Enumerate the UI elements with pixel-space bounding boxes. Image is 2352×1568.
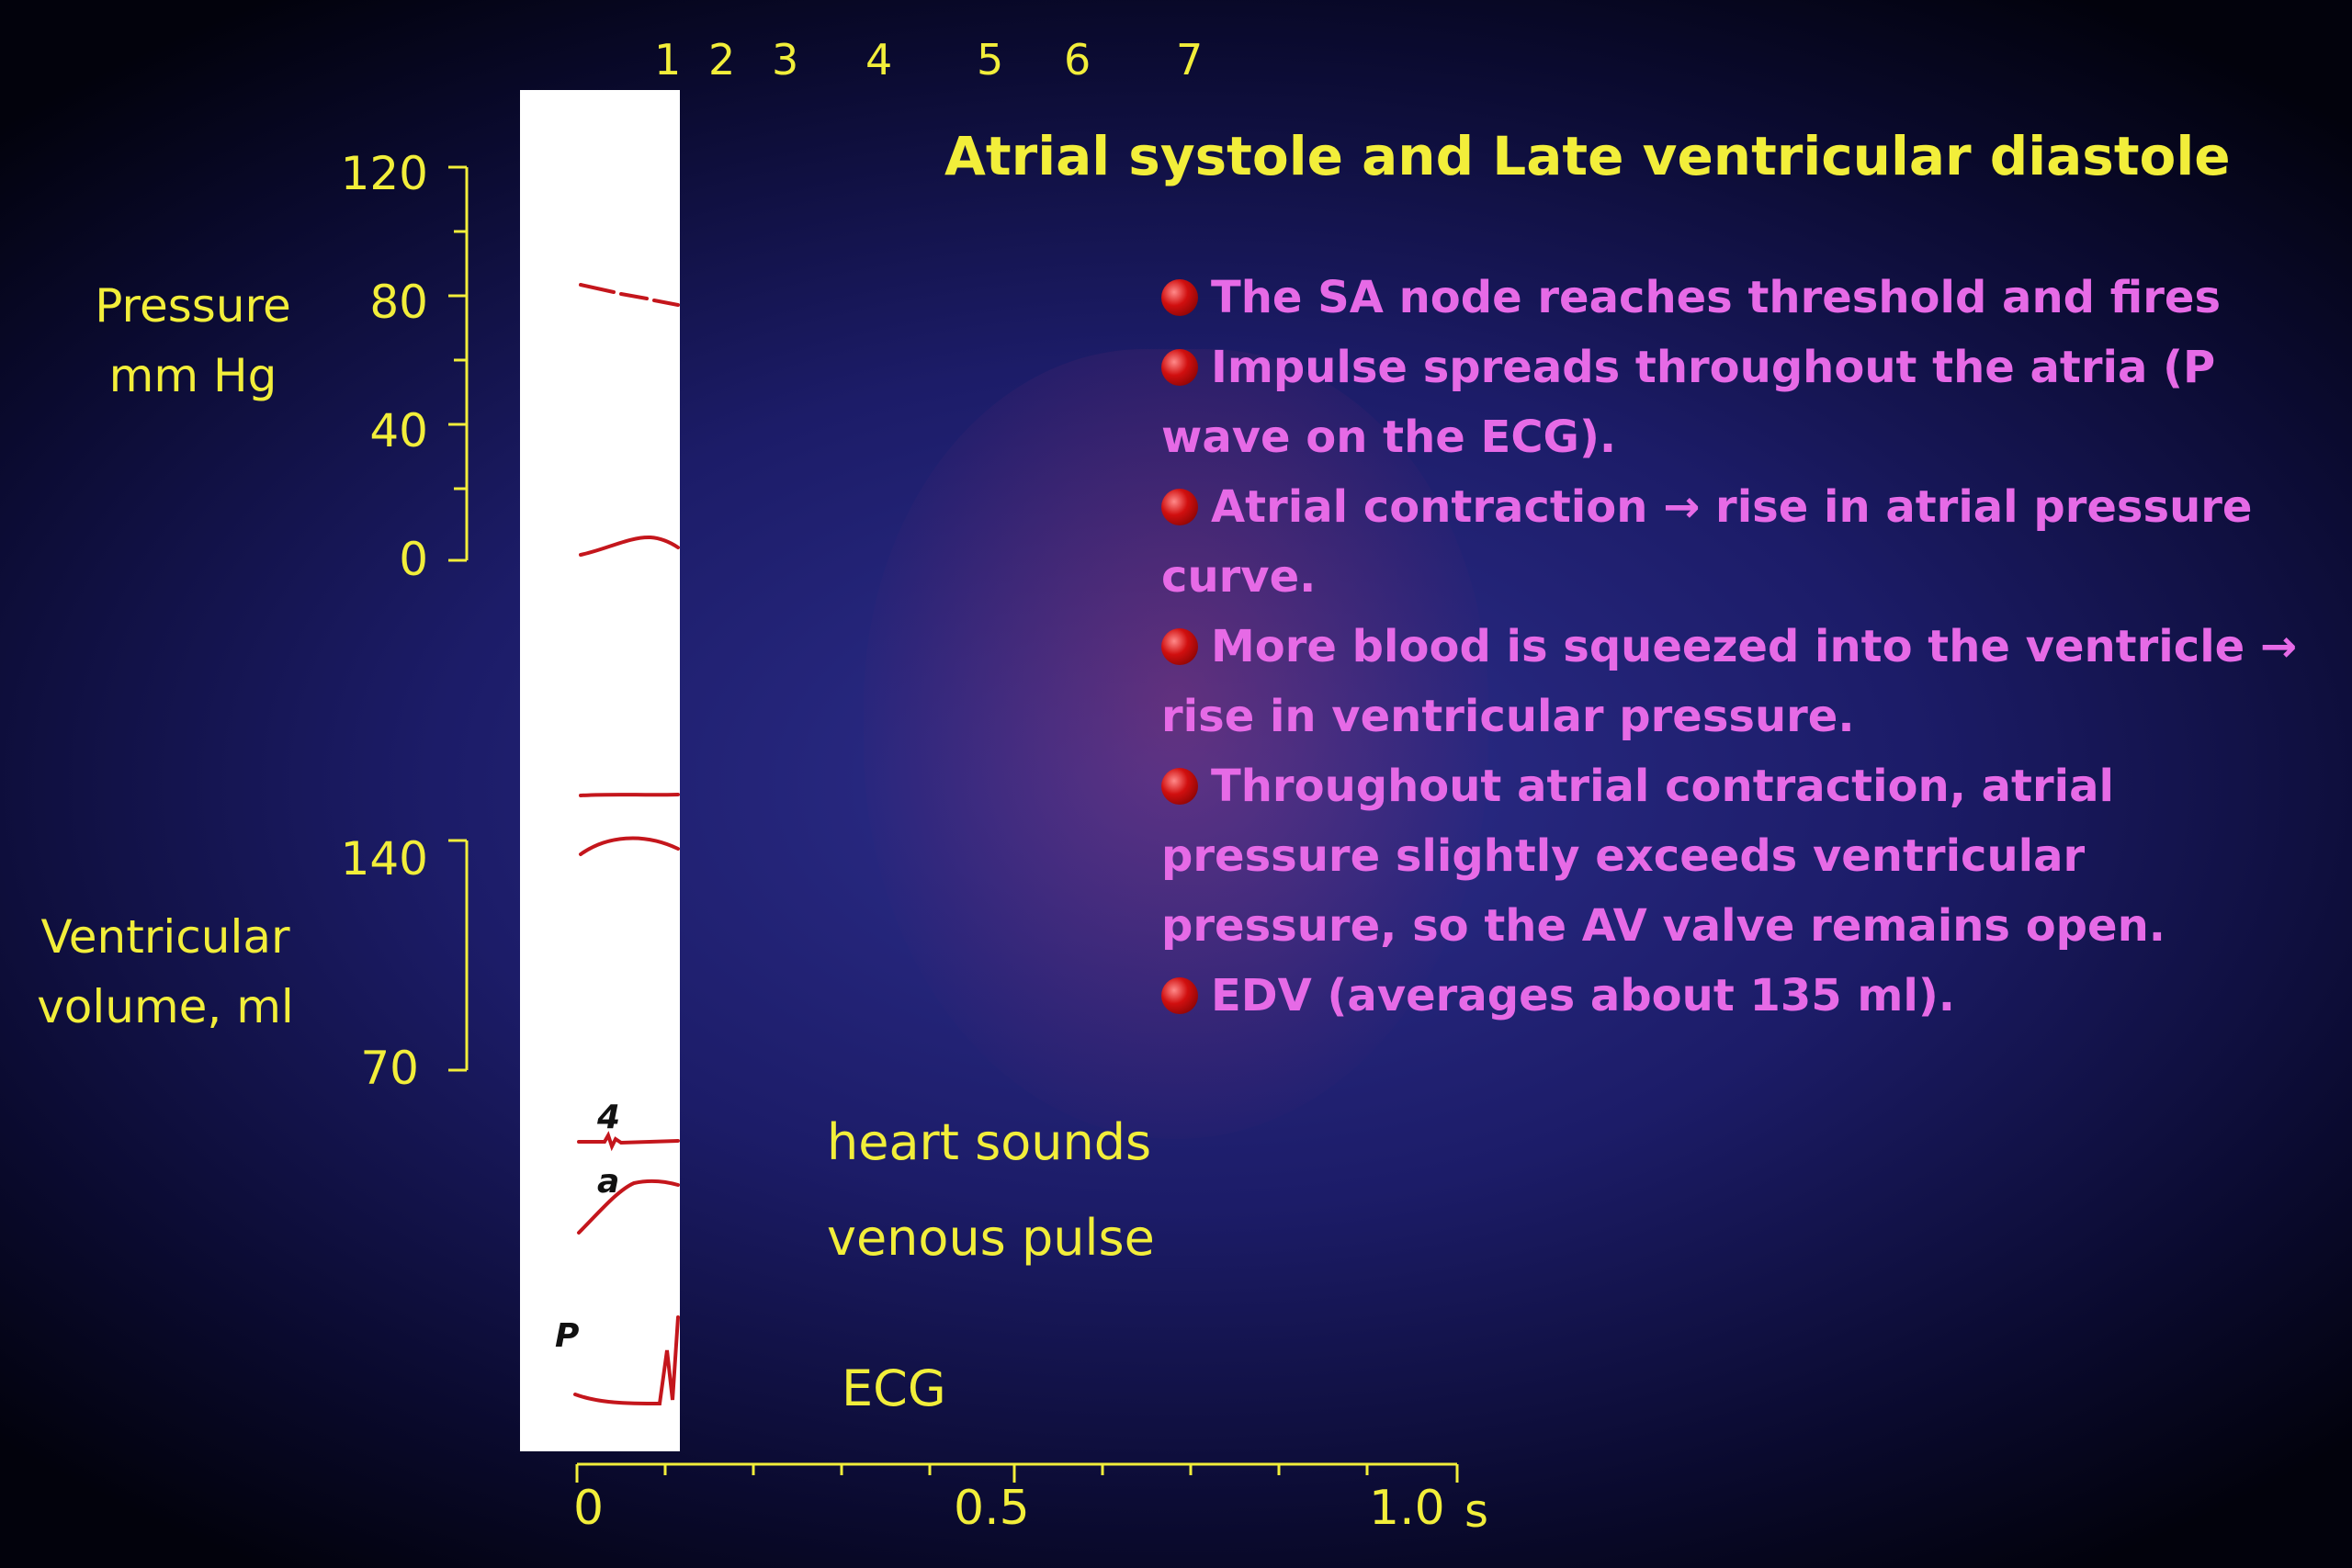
time-tick-1-0: 1.0 xyxy=(1369,1481,1445,1536)
venous-a-letter: a xyxy=(597,1163,620,1201)
phase-number-2: 2 xyxy=(708,35,736,85)
volume-tick-70: 70 xyxy=(360,1042,419,1095)
time-tick-0: 0 xyxy=(573,1481,605,1536)
pressure-axis-label-line2: mm Hg xyxy=(108,349,277,402)
phase-number-1: 1 xyxy=(654,35,682,85)
volume-tick-140: 140 xyxy=(340,832,428,886)
pressure-axis xyxy=(448,165,469,562)
red-bullet-icon xyxy=(1161,628,1198,665)
volume-axis-label: Ventricular volume, ml xyxy=(28,902,303,1042)
slide-title: Atrial systole and Late ventricular dias… xyxy=(944,125,2231,187)
volume-axis-label-line1: Ventricular xyxy=(40,910,290,964)
bullet-item: More blood is squeezed into the ventricl… xyxy=(1161,612,2301,751)
ecg-label: ECG xyxy=(842,1359,946,1417)
phase-number-5: 5 xyxy=(977,35,1004,85)
venous-pulse-trace xyxy=(577,1179,680,1235)
bullet-item: EDV (averages about 135 ml). xyxy=(1161,961,2301,1031)
bullet-item: Impulse spreads throughout the atria (P … xyxy=(1161,333,2301,472)
time-tick-0-5: 0.5 xyxy=(954,1481,1030,1536)
red-bullet-icon xyxy=(1161,279,1198,316)
volume-axis xyxy=(448,839,469,1072)
aortic-pressure-trace xyxy=(579,283,680,307)
phase-number-3: 3 xyxy=(772,35,799,85)
bullet-text: Throughout atrial contraction, atrial pr… xyxy=(1161,761,2165,952)
revealed-trace-strip xyxy=(520,90,680,1451)
red-traces xyxy=(573,283,680,1405)
pressure-tick-40: 40 xyxy=(369,404,428,457)
bullet-list: The SA node reaches threshold and fires … xyxy=(1161,263,2301,1031)
ecg-trace xyxy=(573,1315,680,1405)
bullet-item: The SA node reaches threshold and fires xyxy=(1161,263,2301,333)
bullet-text: The SA node reaches threshold and fires xyxy=(1211,272,2222,323)
heart-sounds-label: heart sounds xyxy=(827,1113,1152,1171)
bullet-text: EDV (averages about 135 ml). xyxy=(1211,970,1956,1021)
pressure-tick-120: 120 xyxy=(340,147,428,200)
bullet-item: Atrial contraction → rise in atrial pres… xyxy=(1161,472,2301,612)
phase-number-6: 6 xyxy=(1064,35,1091,85)
bullet-item: Throughout atrial contraction, atrial pr… xyxy=(1161,751,2301,961)
heart-sound-4-letter: 4 xyxy=(597,1099,621,1136)
red-bullet-icon xyxy=(1161,489,1198,525)
red-bullet-icon xyxy=(1161,977,1198,1014)
volume-trace-lower xyxy=(579,836,680,856)
red-bullet-icon xyxy=(1161,768,1198,805)
pressure-axis-label: Pressure mm Hg xyxy=(90,271,296,411)
pressure-tick-0: 0 xyxy=(399,533,428,586)
pressure-axis-label-line1: Pressure xyxy=(95,279,291,333)
pressure-tick-80: 80 xyxy=(369,276,428,329)
bullet-text: More blood is squeezed into the ventricl… xyxy=(1161,621,2298,742)
phase-number-7: 7 xyxy=(1176,35,1204,85)
bullet-text: Atrial contraction → rise in atrial pres… xyxy=(1161,481,2253,603)
venous-pulse-label: venous pulse xyxy=(827,1209,1155,1267)
atrial-ventricular-pressure-trace xyxy=(579,535,680,557)
volume-axis-label-line2: volume, ml xyxy=(37,980,294,1033)
red-bullet-icon xyxy=(1161,349,1198,386)
time-axis-unit: s xyxy=(1464,1484,1489,1538)
ecg-p-letter: P xyxy=(555,1317,580,1355)
heart-sounds-trace xyxy=(577,1131,680,1152)
bullet-text: Impulse spreads throughout the atria (P … xyxy=(1161,342,2216,463)
phase-number-4: 4 xyxy=(865,35,893,85)
time-axis xyxy=(575,1462,1459,1483)
